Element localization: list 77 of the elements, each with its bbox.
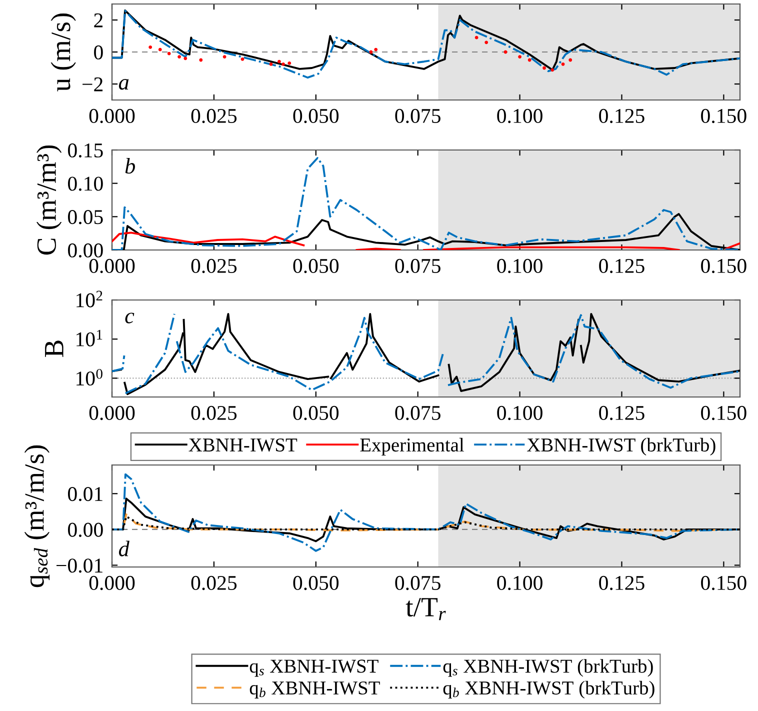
x-tick-label: 0.125 xyxy=(599,108,644,124)
annotation: c xyxy=(125,312,134,324)
y-axis-title: C (m³/m³) xyxy=(36,145,62,255)
x-tick-label: 0.075 xyxy=(395,406,440,420)
x-tick-label: 0.150 xyxy=(701,258,746,274)
x-tick-label: 0.025 xyxy=(191,576,237,590)
point xyxy=(374,48,378,52)
y-axis-title: q$_{sed}$ (m³/m/s) xyxy=(24,445,50,588)
x-tick-label: 0.075 xyxy=(395,108,440,124)
y-axis-title: u (m/s) xyxy=(50,13,76,92)
point xyxy=(199,58,203,62)
point xyxy=(277,60,281,64)
y-tick-label: 0.10 xyxy=(68,176,103,191)
point xyxy=(167,52,171,56)
y-tick-label: −2 xyxy=(82,77,103,92)
x-tick-label: 0.100 xyxy=(497,108,542,124)
y-tick-label: 10$^{2}$ xyxy=(76,290,102,308)
x-tick-label: 0.075 xyxy=(395,576,440,590)
point xyxy=(561,62,565,66)
y-tick-label: 10$^{0}$ xyxy=(76,368,102,386)
point xyxy=(542,66,546,70)
x-tick-label: 0.100 xyxy=(497,576,542,590)
x-axis-title: t/T$_{r}$ xyxy=(406,598,446,620)
point xyxy=(184,56,188,60)
x-tick-label: 0.025 xyxy=(191,406,237,420)
x-tick-label: 0.025 xyxy=(191,108,237,124)
point xyxy=(282,62,285,66)
x-tick-label: 0.050 xyxy=(293,576,339,590)
point xyxy=(222,55,226,58)
y-tick-label: 0.00 xyxy=(68,522,103,537)
x-tick-label: 0.125 xyxy=(599,406,644,420)
x-tick-label: 0.150 xyxy=(701,108,746,124)
x-tick-label: 0.000 xyxy=(89,576,135,590)
annotation: d xyxy=(118,540,130,556)
y-tick-label: 0.15 xyxy=(68,143,103,158)
y-tick-label: 0.00 xyxy=(68,243,103,258)
point xyxy=(484,40,488,44)
annotation: b xyxy=(125,158,135,174)
legend-label: XBNH-IWST xyxy=(188,438,298,452)
point xyxy=(240,58,244,61)
legend-label: q$_{s}$ XBNH-IWST xyxy=(250,660,378,677)
point xyxy=(568,58,572,62)
x-tick-label: 0.150 xyxy=(701,406,746,420)
legend-label: q$_{s}$ XBNH-IWST (brkTurb) xyxy=(443,659,653,677)
y-tick-label: 2 xyxy=(94,13,103,28)
legend-label: q$_{b}$ XBNH-IWST xyxy=(250,681,380,698)
point xyxy=(269,62,273,66)
x-tick-label: 0.125 xyxy=(599,258,644,274)
point xyxy=(518,55,522,58)
y-tick-label: 0.05 xyxy=(68,210,103,224)
x-tick-label: 0.000 xyxy=(89,406,135,420)
point xyxy=(148,46,152,49)
x-tick-label: 0.150 xyxy=(701,576,746,590)
x-tick-label: 0.025 xyxy=(191,258,237,274)
x-tick-label: 0.000 xyxy=(89,108,135,124)
x-tick-label: 0.125 xyxy=(599,576,644,590)
annotation: a xyxy=(118,79,129,90)
point xyxy=(550,68,554,72)
x-tick-label: 0.000 xyxy=(89,258,135,274)
y-axis-title: B xyxy=(45,340,64,357)
y-tick-label: 0.01 xyxy=(68,487,102,502)
legend-label: Experimental xyxy=(360,438,464,456)
x-tick-label: 0.100 xyxy=(497,406,542,420)
y-tick-label: 0 xyxy=(94,45,103,60)
y-tick-label: −0.01 xyxy=(56,558,102,573)
point xyxy=(178,55,181,58)
x-tick-label: 0.050 xyxy=(293,406,339,420)
x-tick-label: 0.050 xyxy=(293,108,339,124)
x-tick-label: 0.100 xyxy=(497,258,542,274)
point xyxy=(474,36,478,40)
point xyxy=(158,48,162,52)
x-tick-label: 0.050 xyxy=(293,258,339,274)
x-tick-label: 0.075 xyxy=(395,258,440,274)
point xyxy=(288,62,292,65)
y-tick-label: 10$^{1}$ xyxy=(76,330,102,346)
legend-label: q$_{b}$ XBNH-IWST (brkTurb) xyxy=(443,680,654,699)
legend-label: XBNH-IWST (brkTurb) xyxy=(527,438,716,456)
